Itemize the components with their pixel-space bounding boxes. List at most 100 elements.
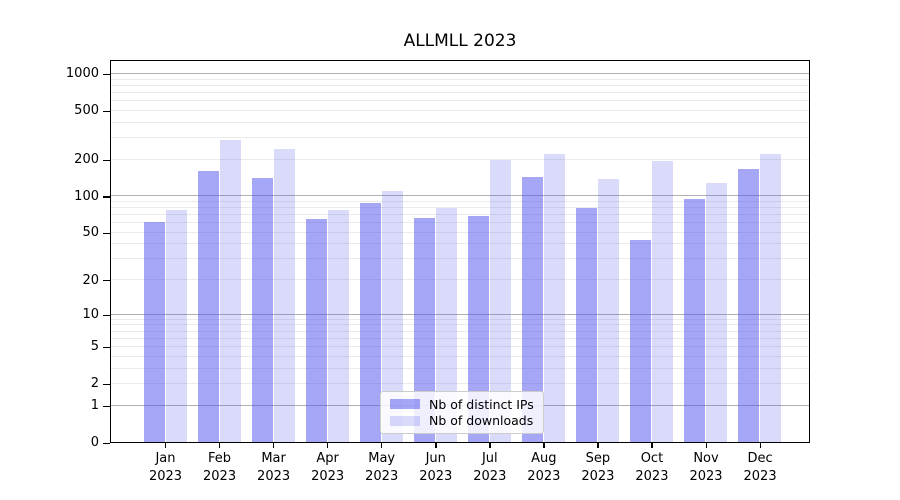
x-tick-mark (327, 443, 329, 448)
minor-gridline (111, 330, 809, 332)
minor-gridline (111, 100, 809, 102)
x-tick-year: 2023 (527, 468, 561, 484)
minor-gridline (111, 279, 809, 281)
minor-gridline (111, 109, 809, 111)
bar-distinct-ips (413, 217, 435, 442)
x-tick-year: 2023 (148, 468, 183, 484)
x-tick-month: Nov (693, 451, 719, 466)
x-tick-year: 2023 (311, 468, 345, 484)
plot-area (110, 60, 810, 443)
y-tick-mark (103, 110, 110, 113)
major-gridline (111, 313, 809, 315)
x-tick-mark (705, 443, 707, 448)
y-tick-label: 100 (74, 188, 99, 204)
x-tick-label: Apr 2023 (298, 450, 358, 485)
minor-gridline (111, 345, 809, 347)
x-tick-label: May 2023 (352, 450, 412, 485)
legend-item: Nb of distinct IPs (390, 397, 534, 412)
legend-swatch (390, 399, 420, 410)
y-tick-label: 50 (82, 225, 99, 241)
x-tick-year: 2023 (743, 468, 777, 484)
bar-distinct-ips (305, 219, 327, 442)
x-tick-month: Apr (316, 451, 339, 466)
legend-label: Nb of distinct IPs (429, 396, 534, 412)
x-tick-mark (435, 443, 437, 448)
bar-distinct-ips (467, 216, 489, 442)
bar-distinct-ips (575, 208, 597, 442)
bar-downloads (165, 210, 187, 442)
minor-gridline (111, 200, 809, 202)
y-tick-label: 1 (90, 398, 99, 414)
x-tick-month: Dec (747, 451, 773, 466)
y-tick-mark (103, 73, 110, 76)
x-tick-label: Sep 2023 (568, 450, 628, 485)
x-tick-year: 2023 (419, 468, 453, 484)
bar-distinct-ips (143, 221, 165, 442)
x-tick-label: Aug 2023 (514, 450, 574, 485)
y-tick-label: 20 (82, 272, 99, 288)
bar-distinct-ips (359, 202, 381, 442)
x-tick-label: Oct 2023 (622, 450, 682, 485)
bar-distinct-ips (684, 199, 705, 442)
x-tick-label: Feb 2023 (190, 450, 250, 485)
y-tick-label: 5 (90, 339, 99, 355)
minor-gridline (111, 382, 809, 384)
x-tick-year: 2023 (203, 468, 237, 484)
major-gridline (111, 72, 809, 74)
minor-gridline (111, 78, 809, 80)
y-tick-label: 1000 (65, 66, 99, 82)
minor-gridline (111, 258, 809, 260)
x-tick-mark (651, 443, 653, 448)
x-tick-mark (273, 443, 275, 448)
chart-title: ALLMLL 2023 (403, 31, 517, 51)
x-tick-month: Oct (640, 451, 664, 466)
x-tick-month: Mar (261, 451, 286, 466)
x-tick-year: 2023 (473, 468, 507, 484)
bar-downloads (489, 160, 511, 442)
minor-gridline (111, 222, 809, 224)
minor-gridline (111, 121, 809, 123)
minor-gridline (111, 337, 809, 339)
y-tick-label: 500 (74, 103, 99, 119)
y-tick-label: 200 (74, 152, 99, 168)
x-tick-mark (759, 443, 761, 448)
y-tick-mark (103, 280, 110, 282)
bar-downloads (381, 191, 403, 442)
y-tick-mark (103, 442, 110, 444)
y-tick-mark (103, 383, 110, 386)
x-tick-mark (543, 443, 545, 448)
x-tick-month: Jul (481, 451, 498, 466)
bar-downloads (435, 208, 457, 442)
minor-gridline (111, 137, 809, 139)
legend-item: Nb of downloads (390, 413, 534, 428)
minor-gridline (111, 158, 809, 160)
y-tick-label: 0 (90, 435, 99, 450)
x-tick-month: Jun (425, 451, 446, 466)
x-tick-label: Jul 2023 (460, 450, 520, 485)
x-tick-month: Jan (155, 451, 176, 466)
major-gridline (111, 195, 809, 197)
x-tick-label: Dec 2023 (730, 450, 790, 485)
bar-downloads (760, 154, 782, 442)
minor-gridline (111, 91, 809, 93)
x-tick-year: 2023 (689, 468, 723, 484)
minor-gridline (111, 324, 809, 326)
x-tick-year: 2023 (581, 468, 615, 484)
bar-distinct-ips (629, 240, 651, 442)
bar-downloads (597, 179, 619, 442)
legend-swatch (390, 415, 420, 426)
x-tick-mark (165, 443, 167, 448)
x-tick-month: Aug (531, 451, 557, 466)
minor-gridline (111, 84, 809, 86)
bar-downloads (651, 160, 673, 442)
y-tick-mark (103, 196, 110, 198)
x-tick-month: Sep (585, 451, 611, 466)
x-tick-month: May (368, 451, 396, 466)
bar-distinct-ips (738, 168, 760, 442)
y-tick-mark (103, 314, 110, 316)
bar-downloads (543, 154, 565, 442)
y-tick-mark (103, 346, 110, 349)
minor-gridline (111, 355, 809, 357)
legend: Nb of distinct IPs Nb of downloads (380, 391, 544, 434)
